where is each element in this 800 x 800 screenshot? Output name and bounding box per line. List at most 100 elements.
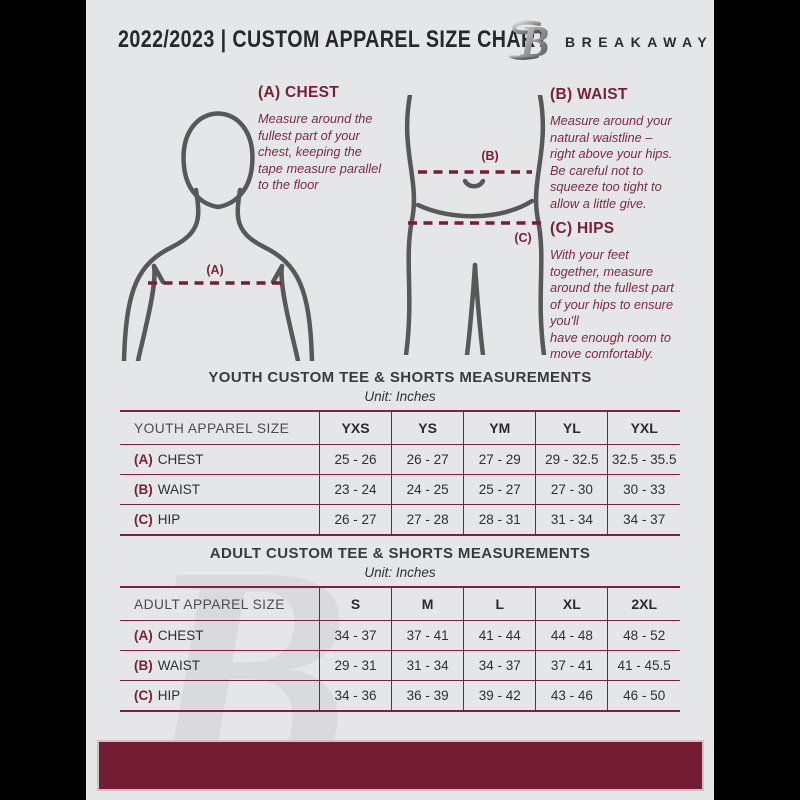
right-body-outline (533, 95, 547, 355)
table-cell: 34 - 37 (463, 650, 537, 681)
left-body-outline (403, 95, 417, 355)
adult-size-m: M (391, 587, 465, 621)
table-cell: 30 - 33 (607, 474, 680, 505)
table-cell: 31 - 34 (535, 504, 609, 535)
table-cell: 41 - 45.5 (607, 650, 680, 681)
adult-section: ADULT CUSTOM TEE & SHORTS MEASUREMENTS U… (120, 545, 680, 712)
row-prefix: (A) (134, 628, 153, 643)
footer-accent-bar (97, 740, 704, 791)
table-cell: 46 - 50 (607, 680, 680, 711)
adult-header-row: ADULT APPAREL SIZE S M L XL 2XL (120, 587, 680, 621)
youth-hip-row: (C) HIP 26 - 27 27 - 28 28 - 31 31 - 34 3… (120, 504, 680, 535)
breakaway-logo-icon: B (508, 17, 549, 63)
youth-chest-row: (A) CHEST 25 - 26 26 - 27 27 - 29 29 - 32… (120, 444, 680, 475)
table-cell: 34 - 36 (319, 680, 393, 711)
table-cell: 28 - 31 (463, 504, 537, 535)
waist-instruction: (B) WAIST Measure around your natural wa… (550, 86, 710, 212)
table-cell: 27 - 29 (463, 444, 537, 475)
adult-size-2xl: 2XL (631, 596, 658, 612)
row-name: CHEST (157, 452, 204, 467)
waist-measure-label: (B) (481, 149, 498, 163)
row-prefix: (A) (134, 452, 153, 467)
row-name: WAIST (157, 658, 200, 673)
row-prefix: (C) (134, 688, 153, 703)
youth-chest-label: (A) CHEST (120, 444, 320, 475)
hips-instruction: (C) HIPS With your feet together, measur… (550, 220, 714, 363)
table-cell: 34 - 37 (319, 620, 393, 651)
youth-size-yxs: YXS (319, 411, 393, 445)
table-cell: 48 - 52 (607, 620, 680, 651)
chest-instruction-heading: (A) CHEST (258, 84, 340, 101)
left-shoulder-outline (121, 187, 201, 361)
youth-size-column-header: YOUTH APPAREL SIZE (120, 411, 320, 445)
table-cell: 37 - 41 (535, 650, 609, 681)
navel-curve (462, 178, 486, 189)
brand-name: BREAKAWAY (565, 34, 714, 50)
youth-section-title: YOUTH CUSTOM TEE & SHORTS MEASUREMENTS (208, 369, 592, 386)
right-shoulder-outline (235, 187, 315, 361)
adult-section-unit: Unit: Inches (364, 565, 436, 580)
adult-waist-row: (B) WAIST 29 - 31 31 - 34 34 - 37 37 - 41… (120, 650, 680, 681)
adult-hip-row: (C) HIP 34 - 36 36 - 39 39 - 42 43 - 46 4… (120, 680, 680, 711)
table-cell: 27 - 28 (391, 504, 465, 535)
right-leg-line (472, 262, 486, 355)
table-cell: 41 - 44 (463, 620, 537, 651)
youth-header-row: YOUTH APPAREL SIZE YXS YS YM YL YXL (120, 411, 680, 445)
table-cell: 37 - 41 (391, 620, 465, 651)
adult-section-title: ADULT CUSTOM TEE & SHORTS MEASUREMENTS (209, 545, 591, 562)
hip-curve (415, 198, 535, 219)
youth-hip-label: (C) HIP (120, 504, 320, 535)
torso-diagram: (A) (121, 111, 315, 361)
waist-instruction-heading: (B) WAIST (550, 86, 628, 103)
hips-instruction-heading: (C) HIPS (550, 220, 615, 237)
table-cell: 36 - 39 (391, 680, 465, 711)
row-name: HIP (157, 512, 181, 527)
adult-size-xl: XL (535, 587, 609, 621)
chest-measure-label: (A) (206, 263, 223, 277)
left-inner-arm-outline (135, 263, 157, 361)
table-cell: 34 - 37 (607, 504, 680, 535)
left-armpit-tick (151, 263, 166, 285)
table-cell: 39 - 42 (463, 680, 537, 711)
chest-instruction: (A) CHEST Measure around the fullest par… (258, 84, 418, 194)
youth-size-ym: YM (463, 411, 537, 445)
waist-instruction-text: Measure around your natural waistline – … (550, 113, 673, 211)
table-cell: 23 - 24 (319, 474, 393, 505)
table-cell: 24 - 25 (391, 474, 465, 505)
table-cell: 27 - 30 (535, 474, 609, 505)
hips-instruction-text: With your feet together, measure around … (550, 247, 674, 361)
youth-size-yxl: YXL (630, 420, 658, 436)
table-cell: 25 - 26 (319, 444, 393, 475)
row-name: HIP (157, 688, 181, 703)
row-name: WAIST (157, 482, 200, 497)
adult-hip-label: (C) HIP (120, 680, 320, 711)
row-name: CHEST (157, 628, 204, 643)
adult-size-s: S (319, 587, 393, 621)
table-cell: 26 - 27 (319, 504, 393, 535)
row-prefix: (B) (134, 482, 153, 497)
table-cell: 31 - 34 (391, 650, 465, 681)
hips-measure-label: (C) (514, 231, 531, 245)
table-cell: 25 - 27 (463, 474, 537, 505)
youth-size-ys: YS (391, 411, 465, 445)
adult-size-column-header: ADULT APPAREL SIZE (120, 587, 320, 621)
youth-size-yl: YL (535, 411, 609, 445)
table-cell: 44 - 48 (535, 620, 609, 651)
adult-chest-label: (A) CHEST (120, 620, 320, 651)
size-chart-page: B 2022/2023 | CUSTOM APPAREL SIZE CHART … (86, 0, 714, 800)
adult-size-l: L (463, 587, 537, 621)
adult-chest-row: (A) CHEST 34 - 37 37 - 41 41 - 44 44 - 48… (120, 620, 680, 651)
table-cell: 29 - 31 (319, 650, 393, 681)
youth-size-table: YOUTH APPAREL SIZE YXS YS YM YL YXL (A) C… (120, 410, 680, 536)
right-armpit-tick (270, 263, 285, 285)
row-prefix: (B) (134, 658, 153, 673)
logo-letter: B (519, 17, 549, 63)
row-prefix: (C) (134, 512, 153, 527)
table-cell: 43 - 46 (535, 680, 609, 711)
table-cell: 26 - 27 (391, 444, 465, 475)
youth-section-unit: Unit: Inches (364, 389, 436, 404)
table-cell: 29 - 32.5 (535, 444, 609, 475)
waist-hips-diagram: (B) (C) (403, 95, 547, 355)
youth-waist-label: (B) WAIST (120, 474, 320, 505)
head-outline (181, 111, 255, 210)
